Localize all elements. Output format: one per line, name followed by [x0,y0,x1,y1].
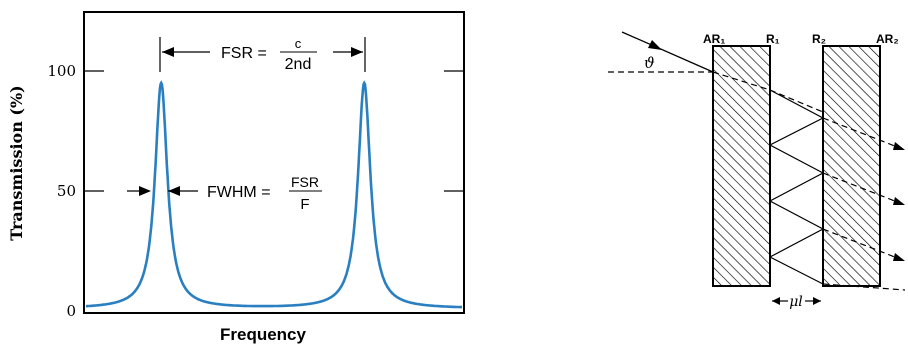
output-arrowhead-1 [893,142,905,150]
label-ar1: AR₁ [703,32,725,46]
fsr-right-arrowhead [351,47,363,57]
fsr-label: FSR = [221,45,267,62]
fwhm-denominator: F [300,196,309,213]
incident-arrowhead [648,40,662,50]
etalon-diagram: AR₁ R₁ R₂ AR₂ ϑ μl [608,32,905,310]
through-beam-dashed [770,90,823,112]
label-r1: R₁ [766,32,780,46]
gap-label: μl [789,294,803,310]
fsr-denominator: 2nd [285,56,312,73]
y-tick-label-0: 0 [66,302,76,320]
y-tick-label-50: 50 [57,182,76,200]
fsr-annotation: FSR = c 2nd [160,36,365,73]
y-tick-label-100: 100 [47,62,76,80]
plate-left [713,46,770,286]
x-axis-label: Frequency [220,325,307,344]
label-r2: R₂ [812,32,826,46]
y-axis-label: Transmission (%) [7,85,26,241]
gap-arrowhead-left [772,297,780,305]
gap-arrowhead-right [813,297,821,305]
output-arrowhead-2 [893,197,905,205]
angle-label: ϑ [644,54,655,72]
plot-frame [84,12,464,313]
output-arrowhead-3 [893,253,905,261]
incident-beam [622,32,713,72]
fsr-numerator: c [295,36,302,51]
fwhm-label: FWHM = [207,184,271,201]
fwhm-left-arrowhead [139,186,151,196]
plate-right [823,46,880,286]
label-ar2: AR₂ [876,32,899,46]
fwhm-annotation: FWHM = FSR F [127,174,322,213]
fsr-left-arrowhead [162,47,174,57]
multiple-reflection-path [770,90,823,284]
transmission-curve [86,83,462,307]
fwhm-numerator: FSR [291,174,319,190]
transmission-chart: 100 50 0 Transmission (%) Frequency FSR … [7,12,464,344]
